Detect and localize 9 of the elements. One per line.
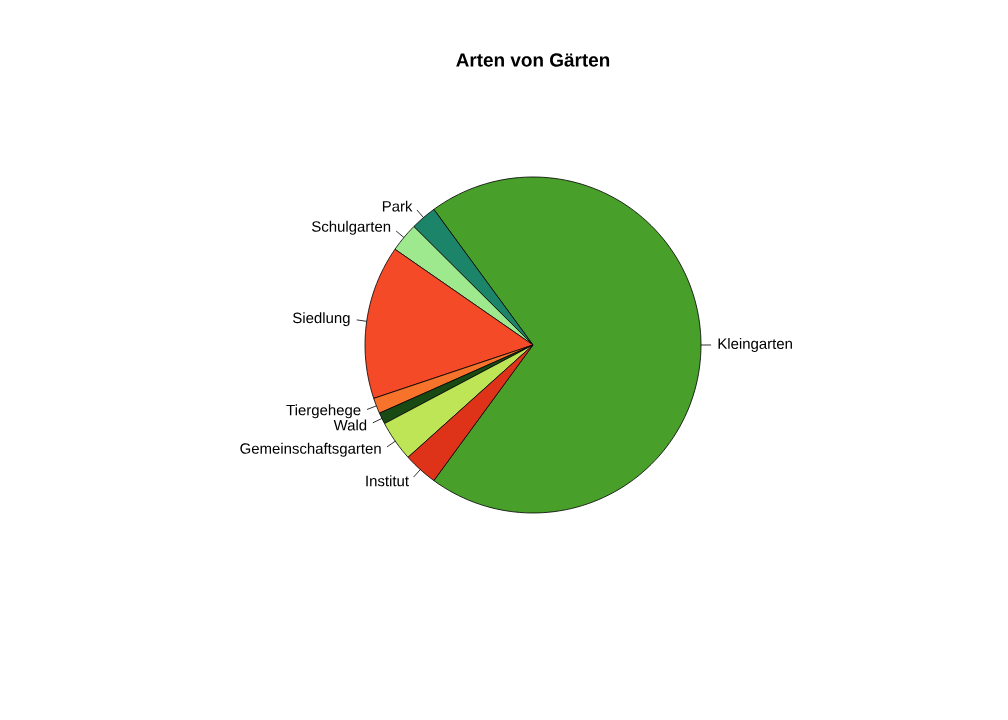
slice-label: Tiergehege: [286, 404, 361, 419]
slice-label: Kleingarten: [718, 338, 792, 352]
slice-label: Park: [382, 200, 413, 212]
slice-label: Schulgarten: [312, 220, 391, 235]
slice-label: Siedlung: [293, 312, 350, 327]
slice-label: Wald: [333, 419, 367, 431]
slice-label: Gemeinschaftsgarten: [240, 442, 381, 457]
slice-label: Institut: [366, 475, 409, 487]
chart-title: Arten von Gärten: [456, 53, 610, 67]
